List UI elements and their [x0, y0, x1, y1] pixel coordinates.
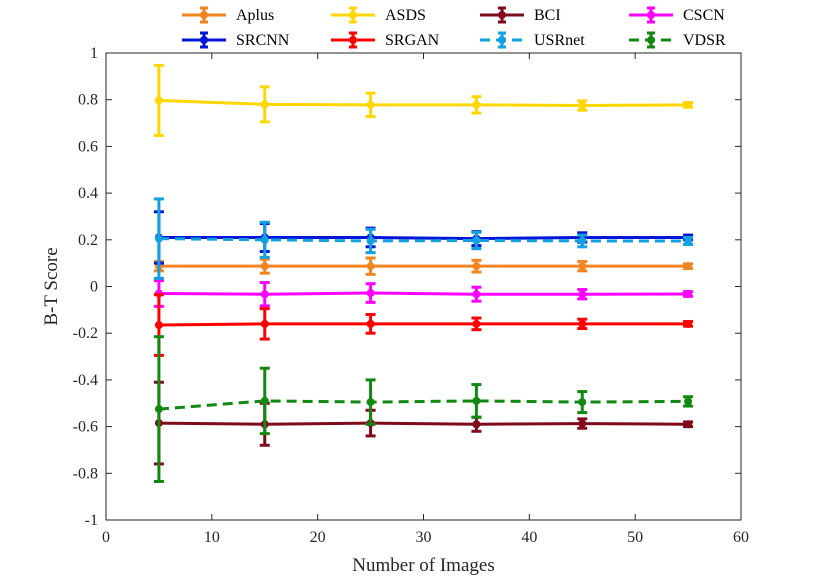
data-point	[684, 319, 693, 328]
legend: Aplus ASDS BCI CSCN SRCNN SRGAN USRnet VDSR	[182, 6, 726, 49]
legend-label: BCI	[534, 7, 561, 24]
data-point	[578, 290, 587, 299]
legend-item-asds: ASDS	[331, 6, 426, 24]
data-point	[154, 96, 163, 105]
series-line	[158, 235, 689, 241]
legend-item-srcnn: SRCNN	[182, 31, 290, 49]
data-point	[684, 236, 693, 245]
legend-label: SRCNN	[236, 32, 290, 49]
data-point	[578, 101, 587, 110]
data-point	[578, 419, 587, 428]
y-tick-label: -1	[85, 512, 98, 529]
data-point	[366, 236, 375, 245]
data-point	[366, 262, 375, 271]
legend-item-vdsr: VDSR	[629, 31, 726, 49]
y-axis: -1 -0.8 -0.6 -0.4 -0.2 0 0.2 0.4 0.6 0.8 1	[73, 45, 741, 529]
series-line	[158, 291, 689, 296]
y-tick-label: 0	[90, 279, 98, 296]
series-vdsr	[153, 335, 694, 483]
y-tick-label: -0.6	[73, 419, 98, 436]
y-tick-label: 0.2	[78, 232, 98, 249]
data-point	[472, 420, 481, 429]
legend-label: Aplus	[236, 7, 274, 24]
data-point	[154, 321, 163, 330]
data-point	[260, 396, 269, 405]
data-point	[260, 235, 269, 244]
data-point	[578, 398, 587, 407]
legend-label: USRnet	[534, 32, 585, 49]
data-point	[154, 234, 163, 243]
x-axis: 0 10 20 30 40 50 60	[102, 53, 749, 546]
series-line	[158, 237, 689, 243]
data-point	[472, 290, 481, 299]
data-point	[578, 262, 587, 271]
y-tick-label: 0.8	[78, 92, 98, 109]
legend-label: VDSR	[683, 32, 726, 49]
series-srcnn	[153, 210, 694, 265]
data-point	[260, 262, 269, 271]
x-axis-label: Number of Images	[352, 555, 494, 576]
y-tick-label: 0.6	[78, 138, 98, 155]
y-tick-label: 1	[90, 45, 98, 62]
data-point	[366, 398, 375, 407]
data-point	[366, 319, 375, 328]
series-bci	[153, 380, 694, 466]
plot-frame	[105, 52, 742, 521]
data-point	[154, 405, 163, 414]
series-usrnet	[153, 197, 694, 280]
x-tick-label: 50	[627, 529, 643, 546]
data-point	[260, 290, 269, 299]
series-line	[158, 399, 689, 411]
y-axis-label: B-T Score	[41, 247, 62, 325]
y-tick-label: -0.4	[73, 372, 98, 389]
series-line	[158, 322, 689, 327]
x-tick-label: 20	[310, 529, 326, 546]
data-point	[684, 262, 693, 271]
x-tick-label: 40	[521, 529, 537, 546]
y-tick-label: 0.4	[78, 185, 98, 202]
series-cscn	[153, 279, 694, 308]
data-point	[366, 100, 375, 109]
legend-label: ASDS	[385, 7, 426, 24]
data-point	[472, 236, 481, 245]
data-point	[684, 289, 693, 298]
series-srgan	[153, 293, 694, 357]
legend-label: CSCN	[683, 7, 725, 24]
data-point	[260, 100, 269, 109]
data-point	[472, 319, 481, 328]
legend-label: SRGAN	[385, 32, 440, 49]
legend-item-cscn: CSCN	[629, 6, 725, 24]
data-point	[366, 289, 375, 298]
data-point	[684, 420, 693, 429]
series-aplus	[153, 256, 694, 276]
x-tick-label: 60	[733, 529, 749, 546]
series-line	[158, 421, 689, 426]
data-point	[684, 397, 693, 406]
x-tick-label: 0	[102, 529, 110, 546]
series-layer	[153, 63, 694, 483]
series-asds	[153, 63, 694, 137]
data-point	[578, 319, 587, 328]
x-tick-label: 30	[416, 529, 432, 546]
data-point	[684, 100, 693, 109]
data-point	[472, 262, 481, 271]
plot-area: 0 10 20 30 40 50 60 -1-0.8-0.6-0.4-0.200.20.40…	[73, 45, 749, 546]
y-tick-label: -0.2	[73, 325, 98, 342]
x-tick-label: 10	[204, 529, 220, 546]
legend-item-aplus: Aplus	[182, 6, 274, 24]
series-line	[158, 98, 689, 108]
legend-item-bci: BCI	[480, 6, 561, 24]
legend-item-usrnet: USRnet	[480, 31, 585, 49]
y-tick-label: -0.8	[73, 465, 98, 482]
legend-item-srgan: SRGAN	[331, 31, 440, 49]
data-point	[260, 319, 269, 328]
data-point	[472, 100, 481, 109]
data-point	[578, 236, 587, 245]
data-point	[472, 396, 481, 405]
